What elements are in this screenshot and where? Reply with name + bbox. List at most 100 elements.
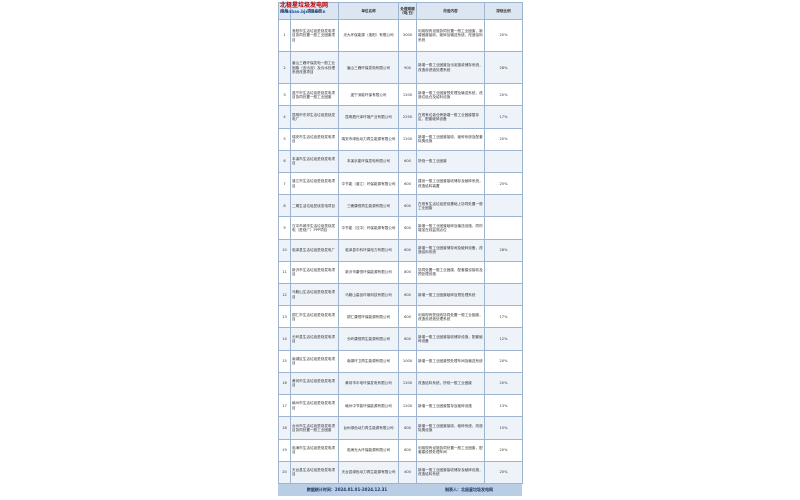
table-cell: 在现有生活垃圾焚烧基础上协同处置一般工业固废 bbox=[416, 194, 485, 218]
logo-name: 北极星垃圾发电网 bbox=[280, 2, 329, 9]
table-cell: 建设一般工业固废接收储存及破碎系统，改造给料装置 bbox=[416, 172, 485, 196]
table-cell: 南湖区生活垃圾焚烧发电项目 bbox=[290, 349, 339, 373]
table-cell: 新增一般工业固废预处理及输送系统，改造垃圾仓及给料设施 bbox=[416, 83, 485, 107]
table-cell: 2250 bbox=[398, 105, 417, 129]
table-cell: 6 bbox=[278, 149, 291, 174]
table-cell: 本溪京能环保发电有限公司 bbox=[338, 149, 399, 174]
table-cell: 长岭县生活垃圾焚烧发电项目 bbox=[290, 327, 339, 351]
table-cell: 新增一般工业固废接收、破碎系统及配套除臭设施 bbox=[416, 127, 485, 151]
table-cell: 17% bbox=[484, 105, 523, 129]
footer: 数据统计时间：2024.01.01-2024.12.31 制表人：北极星垃圾发电… bbox=[278, 484, 522, 496]
table-cell bbox=[484, 283, 523, 307]
table-cell: 600 bbox=[398, 149, 417, 174]
table-row: 19 临海市生活垃圾焚烧发电项目 临海光大环保能源有限公司 600 利用现有设施协同处置… bbox=[278, 438, 523, 462]
table-cell: 新增一般工业固废预处理车间及输送系统 bbox=[416, 349, 485, 373]
table-cell: 1200 bbox=[398, 371, 417, 396]
table-cell: 协同处置一般工业固废，配套建设接收及预处理设施 bbox=[416, 260, 485, 285]
table-row: 10 临泽县生活垃圾焚烧发电厂 临泽县中科环保电力有限公司 600 新增一般工业固废储存… bbox=[278, 238, 523, 262]
table-cell: 7 bbox=[278, 172, 291, 196]
table-cell: 11 bbox=[278, 260, 291, 285]
table-cell: 湛江市生活垃圾焚烧发电项目 bbox=[290, 172, 339, 196]
table-cell: 二期生活垃圾焚烧发电项目 bbox=[290, 194, 339, 218]
table-cell bbox=[484, 194, 523, 218]
table-cell: 台州绿色动力再生能源有限公司 bbox=[338, 416, 399, 440]
table-cell: 新增一般工业固废及污泥接收储存系统，改造渗滤液处理系统 bbox=[416, 51, 485, 85]
table-cell: 遂宁深能环保有限公司 bbox=[338, 83, 399, 107]
table-cell: 3000 bbox=[398, 18, 417, 53]
footer-period: 数据统计时间：2024.01.01-2024.12.31 bbox=[306, 487, 388, 492]
table-cell: 临泽县中科环保电力有限公司 bbox=[338, 238, 399, 262]
table-cell: 1200 bbox=[398, 83, 417, 107]
table-row: 1 洛阳市生活垃圾焚烧发电项目协同处置一般工业固废项目 光大环保能源（洛阳）有限公司… bbox=[278, 18, 523, 53]
table-cell: 600 bbox=[398, 305, 417, 329]
table-cell bbox=[484, 216, 523, 240]
table-cell: 三穗康恒再生能源有限公司 bbox=[338, 194, 399, 218]
table-cell: 20% bbox=[484, 83, 523, 107]
table-cell: 中节能（汉中）环保能源有限公司 bbox=[338, 216, 399, 240]
table-cell: 新增一般工业固废接收、破碎系统，改造除臭设施 bbox=[416, 416, 485, 440]
table-cell: 16 bbox=[278, 371, 291, 396]
table-cell: 15% bbox=[484, 416, 523, 440]
table-cell: 长岭康恒再生能源有限公司 bbox=[338, 327, 399, 351]
table-cell: 600 bbox=[398, 238, 417, 262]
table-cell: 10 bbox=[278, 238, 291, 262]
table-cell: 瑞安市绿色动力再生能源有限公司 bbox=[338, 127, 399, 151]
table-cell: 马鞍山高创环境科技有限公司 bbox=[338, 283, 399, 307]
table-body: 1 洛阳市生活垃圾焚烧发电项目协同处置一般工业固废项目 光大环保能源（洛阳）有限公司… bbox=[278, 18, 523, 485]
table-cell: 利用现有设施协同处置一般工业固废，新增固废接收、破碎及输送系统，改造给料系统 bbox=[416, 18, 485, 53]
table-cell: 1000 bbox=[398, 349, 417, 373]
logo: 北极星垃圾发电网 huanbao.bjx.com.cn bbox=[280, 3, 328, 15]
table-cell: 黄冈市中电环保发电有限公司 bbox=[338, 371, 399, 396]
table-row: 17 赣州市生活垃圾焚烧发电项目 赣州中节能环保能源有限公司 1200 新增一般工业固废… bbox=[278, 394, 523, 418]
table-row: 20 天台县生活垃圾焚烧发电项目 天台县绿色动力再生能源有限公司 400 新增一般工业固… bbox=[278, 460, 523, 485]
table-cell: 28% bbox=[484, 51, 523, 85]
table-row: 15 南湖区生活垃圾焚烧发电项目 南湖环卫再生能源有限公司 1000 新增一般工业固废预… bbox=[278, 349, 523, 373]
table-cell: 400 bbox=[398, 460, 417, 485]
table-cell: 4 bbox=[278, 105, 291, 129]
table-cell: 13% bbox=[484, 394, 523, 418]
table-panel: 序号 项目名称 单位名称 处理规模（吨/日） 改造内容 掺烧比例 1 洛阳市生活垃圾焚烧发电… bbox=[278, 2, 523, 496]
logo-url: huanbao.bjx.com.cn bbox=[280, 9, 326, 14]
table-cell: 18 bbox=[278, 416, 291, 440]
table-cell: 12 bbox=[278, 283, 291, 307]
table-cell: 改造给料系统，掺烧一般工业固废 bbox=[416, 371, 485, 396]
table-cell: 新沂市生活垃圾焚烧发电项目 bbox=[290, 260, 339, 285]
table-cell: 20% bbox=[484, 438, 523, 462]
table-cell: 25% bbox=[484, 172, 523, 196]
table-cell: 1200 bbox=[398, 127, 417, 151]
table-row: 3 遂宁市生活垃圾焚烧发电项目协同处置一般工业固废 遂宁深能环保有限公司 1200 新增… bbox=[278, 83, 523, 107]
header-cell: 单位名称 bbox=[338, 2, 399, 20]
table-row: 7 湛江市生活垃圾焚烧发电项目 中节能（湛江）环保能源有限公司 600 建设一般工业固废… bbox=[278, 172, 523, 196]
table-cell: 20% bbox=[484, 18, 523, 53]
table-cell: 20% bbox=[484, 349, 523, 373]
table-cell: 昆明市东郊生活垃圾焚烧发电厂 bbox=[290, 105, 339, 129]
table-row: 4 昆明市东郊生活垃圾焚烧发电厂 昆明昌兴泽环境产业有限公司 2250 在现有垃圾仓旁新… bbox=[278, 105, 523, 129]
table-cell: 赣州市生活垃圾焚烧发电项目 bbox=[290, 394, 339, 418]
table-cell: 800 bbox=[398, 260, 417, 285]
table-cell bbox=[484, 260, 523, 285]
table-cell: 中节能（湛江）环保能源有限公司 bbox=[338, 172, 399, 196]
table-cell: 天台县生活垃圾焚烧发电项目 bbox=[290, 460, 339, 485]
table-cell: 20% bbox=[484, 127, 523, 151]
table-cell: 600 bbox=[398, 283, 417, 307]
table-cell: 8 bbox=[278, 194, 291, 218]
table-cell: 20 bbox=[278, 460, 291, 485]
table-cell: 20% bbox=[484, 371, 523, 396]
table-cell: 新增一般工业固废储存间及破碎设备，改造给料系统 bbox=[416, 238, 485, 262]
table-row: 6 本溪市生活垃圾焚烧发电项目 本溪京能环保发电有限公司 600 掺烧一般工业固废 bbox=[278, 149, 523, 174]
table-cell bbox=[484, 149, 523, 174]
table-cell: 12% bbox=[484, 327, 523, 351]
table-cell: 天台县绿色动力再生能源有限公司 bbox=[338, 460, 399, 485]
table-cell: 2 bbox=[278, 51, 291, 85]
table-cell: 昆明昌兴泽环境产业有限公司 bbox=[338, 105, 399, 129]
table-cell: 13 bbox=[278, 305, 291, 329]
table-cell: 利用现有设施协同处置一般工业固废，配套建设预处理车间 bbox=[416, 438, 485, 462]
header-cell: 掺烧比例 bbox=[484, 2, 523, 20]
table-cell: 洛阳市生活垃圾焚烧发电项目协同处置一般工业固废项目 bbox=[290, 18, 339, 53]
table-row: 16 黄冈市生活垃圾焚烧发电项目 黄冈市中电环保发电有限公司 1200 改造给料系统，掺… bbox=[278, 371, 523, 396]
table-cell: 19 bbox=[278, 438, 291, 462]
table-cell: 台州市生活垃圾焚烧发电项目协同处置一般工业固废 bbox=[290, 416, 339, 440]
header-cell: 改造内容 bbox=[416, 2, 485, 20]
header-cell: 项目名称 bbox=[290, 2, 339, 20]
